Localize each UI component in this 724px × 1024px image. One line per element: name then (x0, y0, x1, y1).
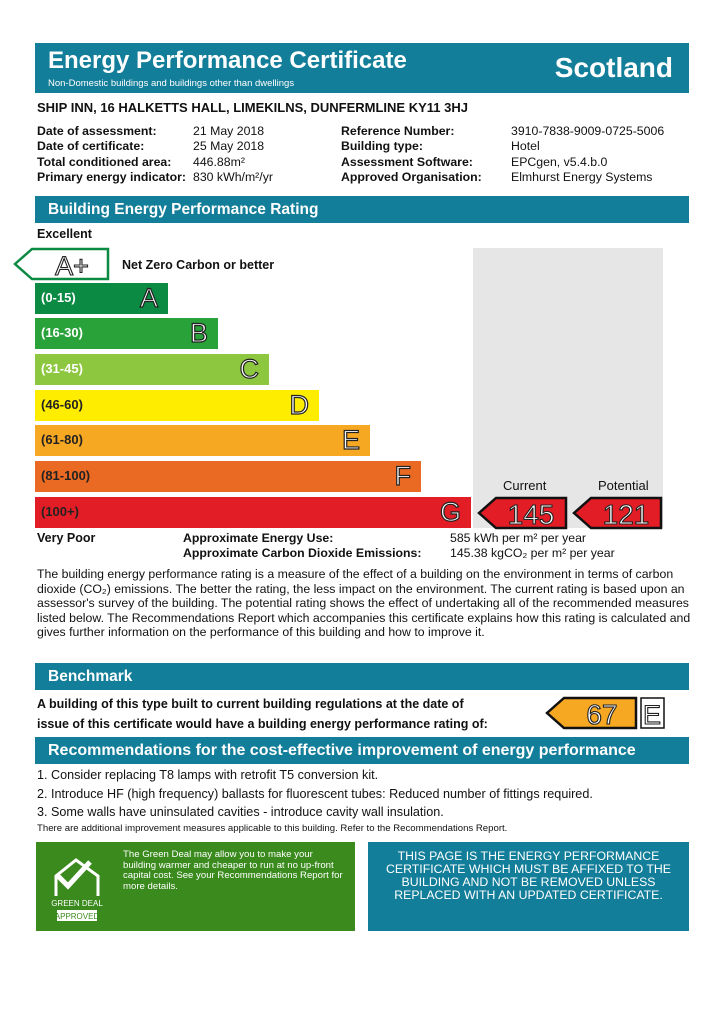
band-range: (100+) (41, 504, 79, 519)
energy-use-value: 585 kWh per m² per year (450, 531, 586, 545)
benchmark-header: Benchmark (35, 663, 689, 690)
detail-label: Date of assessment: (37, 124, 157, 138)
rating-band-f: (81-100) F (35, 460, 421, 492)
benchmark-text: A building of this type built to current… (37, 694, 488, 734)
detail-label: Total conditioned area: (37, 154, 172, 169)
potential-rating-value: 121 (603, 499, 650, 530)
details-labels: Date of assessment: Date of certificate:… (37, 124, 186, 185)
recommendation-item: 2. Introduce HF (high frequency) ballast… (37, 787, 593, 801)
green-deal-box: GREEN DEAL APPROVED The Green Deal may a… (36, 842, 355, 931)
rating-band-d: (46-60) D (35, 389, 319, 421)
header-banner: Energy Performance Certificate Non-Domes… (35, 43, 689, 93)
band-letter: C (239, 353, 260, 384)
details-values-2: 3910-7838-9009-0725-5006 Hotel EPCgen, v… (511, 124, 664, 185)
benchmark-arrow: 67 E (545, 696, 665, 731)
detail-value: 21 May 2018 (193, 124, 265, 138)
band-range: (61-80) (41, 432, 83, 447)
property-address: SHIP INN, 16 HALKETTS HALL, LIMEKILNS, D… (37, 100, 468, 115)
detail-label: Primary energy indicator: (37, 169, 186, 184)
band-range: (46-60) (41, 397, 83, 412)
green-deal-text: The Green Deal may allow you to make you… (123, 849, 343, 892)
rating-band-e: (61-80) E (35, 424, 370, 456)
detail-label: Assessment Software: (341, 154, 473, 169)
co2-value: 145.38 kgCO₂ per m² per year (450, 546, 615, 560)
detail-value: 830 kWh/m²/yr (193, 169, 273, 184)
aplus-letter: A+ (55, 251, 89, 281)
detail-value: 446.88m² (193, 154, 245, 169)
aplus-arrow: A+ (13, 247, 110, 282)
energy-use-label: Approximate Energy Use: (183, 531, 334, 545)
detail-label: Building type: (341, 139, 423, 154)
green-deal-logo-text: GREEN DEAL (51, 899, 103, 908)
certificate-notice: THIS PAGE IS THE ENERGY PERFORMANCE CERT… (368, 842, 689, 931)
detail-value: Elmhurst Energy Systems (511, 169, 653, 184)
green-deal-logo: GREEN DEAL APPROVED (51, 858, 103, 921)
band-range: (81-100) (41, 468, 91, 483)
rating-band-a: (0-15) A (35, 282, 168, 314)
band-letter: D (289, 389, 310, 420)
excellent-label: Excellent (37, 227, 92, 241)
rating-band-g: (100+) G (35, 496, 471, 528)
rating-band-b: (16-30) B (35, 317, 218, 349)
current-rating-value: 145 (508, 499, 555, 530)
page-title: Energy Performance Certificate (48, 47, 407, 74)
recommendation-item: 3. Some walls have uninsulated cavities … (37, 805, 444, 819)
detail-label: Date of certificate: (37, 139, 145, 154)
rating-band-c: (31-45) C (35, 353, 269, 385)
co2-label: Approximate Carbon Dioxide Emissions: (183, 546, 422, 560)
band-range: (0-15) (41, 290, 76, 305)
detail-value: EPCgen, v5.4.b.0 (511, 154, 608, 169)
very-poor-label: Very Poor (37, 531, 96, 545)
page-subtitle: Non-Domestic buildings and buildings oth… (48, 78, 295, 89)
detail-value: 25 May 2018 (193, 139, 265, 154)
recommendation-item: 1. Consider replacing T8 lamps with retr… (37, 768, 379, 782)
benchmark-line: A building of this type built to current… (37, 697, 464, 711)
energy-labels: Approximate Energy Use: Approximate Carb… (183, 531, 421, 561)
details-labels-2: Reference Number: Building type: Assessm… (341, 124, 482, 185)
benchmark-letter: E (643, 700, 661, 730)
aplus-text: Net Zero Carbon or better (122, 258, 275, 272)
band-range: (31-45) (41, 361, 83, 376)
band-letter: F (394, 460, 412, 491)
detail-value: 3910-7838-9009-0725-5006 (511, 124, 665, 138)
band-letter: G (439, 496, 461, 527)
detail-label: Approved Organisation: (341, 169, 482, 184)
band-letter: E (341, 424, 360, 455)
green-deal-logo-text: APPROVED (55, 912, 100, 921)
benchmark-value: 67 (586, 699, 617, 730)
rating-panel (473, 248, 663, 528)
band-range: (16-30) (41, 325, 83, 340)
details-values: 21 May 2018 25 May 2018 446.88m² 830 kWh… (193, 124, 273, 185)
detail-value: Hotel (511, 139, 540, 154)
rating-description: The building energy performance rating i… (37, 567, 691, 640)
rating-section-header: Building Energy Performance Rating (35, 196, 689, 223)
band-letter: A (139, 282, 158, 313)
band-letter: B (189, 317, 208, 348)
current-label: Current (503, 478, 547, 493)
potential-label: Potential (598, 478, 649, 493)
recommendations-header: Recommendations for the cost-effective i… (35, 737, 689, 764)
detail-label: Reference Number: (341, 124, 455, 138)
recommendations-note: There are additional improvement measure… (37, 823, 508, 834)
rating-arrows: 145 121 (477, 496, 663, 530)
benchmark-line: issue of this certificate would have a b… (37, 717, 488, 731)
region-label: Scotland (554, 52, 673, 83)
energy-values: 585 kWh per m² per year 145.38 kgCO₂ per… (450, 531, 615, 561)
